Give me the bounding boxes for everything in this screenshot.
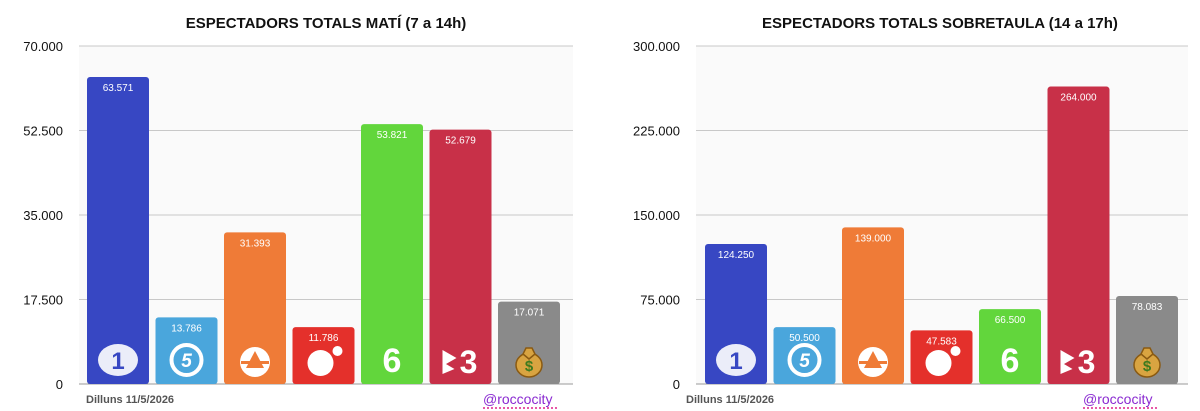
footer-date: Dilluns 11/5/2026 [86,394,174,406]
lasexta-logo-icon: 6 [383,342,402,380]
bar-value-label: 11.786 [309,333,339,344]
chart-1: ESPECTADORS TOTALS MATÍ (7 a 14h) 0 17.500… [23,15,573,409]
lasexta-logo-icon: 6 [1001,342,1020,380]
bar-value-label: 50.500 [789,333,820,344]
svg-text:5: 5 [181,351,192,372]
bar [1116,296,1178,384]
telecinco-logo-icon: 5 [787,343,822,377]
bar [979,309,1041,384]
bar [155,317,218,384]
footer-handle: @roccocity [483,391,552,407]
svg-text:6: 6 [383,342,402,380]
y-tick-label: 75.000 [640,293,680,308]
antena3-logo-icon [858,347,888,377]
cuatro-logo-icon [925,346,961,376]
y-tick-label: 35.000 [23,208,63,223]
y-tick-label: 0 [56,377,63,392]
svg-text:3: 3 [460,344,478,380]
y-tick-label: 70.000 [23,39,63,54]
chart-2: ESPECTADORS TOTALS SOBRETAULA (14 a 17h)… [633,15,1188,409]
y-tick-label: 52.500 [23,124,63,139]
svg-text:$: $ [525,358,534,375]
chart-title: ESPECTADORS TOTALS SOBRETAULA (14 a 17h) [762,15,1118,32]
cuatro-logo-icon [307,346,343,376]
bar-value-label: 13.786 [171,323,202,334]
tv3-logo-icon: 3 [1060,344,1096,380]
bar-value-label: 78.083 [1132,302,1163,313]
y-tick-label: 300.000 [633,39,680,54]
money-bag-icon: $ [515,347,543,378]
telecinco-logo-icon: 5 [169,343,204,377]
bar-value-label: 17.071 [514,308,545,319]
y-tick-label: 17.500 [23,293,63,308]
bar [773,327,836,384]
bar-value-label: 139.000 [855,233,892,244]
tv3-logo-icon: 3 [442,344,478,380]
y-tick-label: 225.000 [633,124,680,139]
money-bag-icon: $ [1133,347,1161,378]
bar-value-label: 264.000 [1060,93,1097,104]
bar [224,232,286,384]
footer-handle: @roccocity [1083,391,1152,407]
svg-text:3: 3 [1078,344,1096,380]
bar [429,129,492,384]
y-tick-label: 0 [673,377,680,392]
bar [1047,86,1110,384]
svg-text:5: 5 [799,351,810,372]
bar-value-label: 31.393 [240,238,271,249]
bar-value-label: 124.250 [718,250,755,261]
svg-text:1: 1 [111,348,124,375]
chart-title: ESPECTADORS TOTALS MATÍ (7 a 14h) [186,15,467,32]
bar [87,77,149,385]
bar [498,301,560,384]
footer-date: Dilluns 11/5/2026 [686,394,774,406]
la1-logo-icon: 1 [98,344,138,376]
bar [842,227,904,384]
svg-text:$: $ [1143,358,1152,375]
svg-text:6: 6 [1001,342,1020,380]
bar-value-label: 53.821 [377,130,408,141]
bar-value-label: 63.571 [103,83,134,94]
bar-value-label: 47.583 [926,336,957,347]
antena3-logo-icon [240,347,270,377]
la1-logo-icon: 1 [716,344,756,376]
bar-value-label: 66.500 [995,315,1026,326]
svg-text:1: 1 [729,348,742,375]
bar-value-label: 52.679 [445,136,476,147]
bar [361,124,423,384]
bar [705,244,767,384]
y-tick-label: 150.000 [633,208,680,223]
